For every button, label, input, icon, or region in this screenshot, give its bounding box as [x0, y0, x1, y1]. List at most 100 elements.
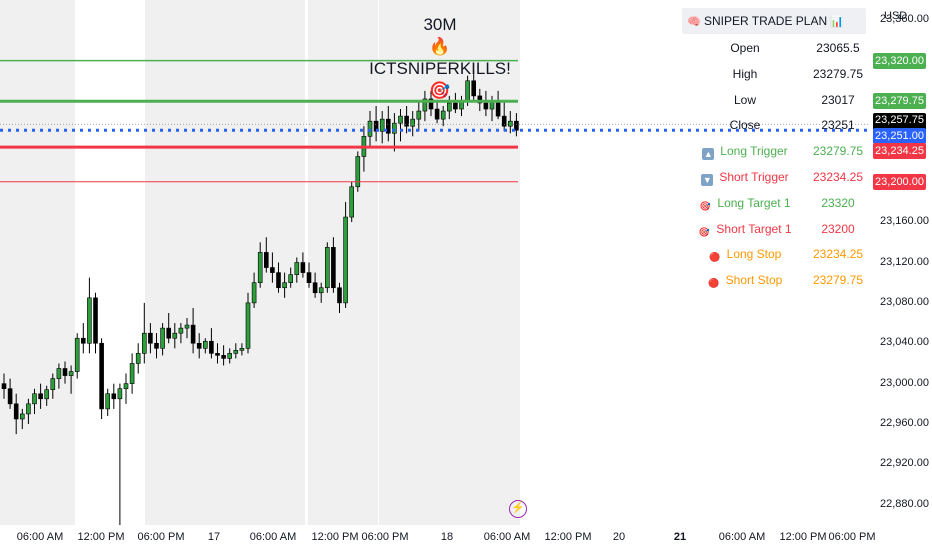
- time-tick-label: 17: [207, 531, 221, 543]
- candle[interactable]: [190, 307, 196, 354]
- candle-body: [74, 337, 80, 372]
- candle[interactable]: [422, 90, 428, 122]
- time-tick-label: 06:00 PM: [137, 531, 185, 543]
- candle[interactable]: [148, 323, 153, 354]
- down-box-icon: ▼: [701, 174, 714, 186]
- candle[interactable]: [398, 109, 403, 142]
- time-tick-label: 12:00 PM: [311, 531, 359, 543]
- candle[interactable]: [160, 323, 165, 356]
- candle[interactable]: [44, 385, 50, 406]
- candle[interactable]: [38, 383, 43, 409]
- candle[interactable]: [276, 262, 281, 293]
- candle[interactable]: [87, 277, 92, 354]
- candle[interactable]: [215, 343, 220, 364]
- candle[interactable]: [483, 90, 489, 117]
- candle[interactable]: [93, 292, 98, 354]
- candle[interactable]: [227, 348, 232, 364]
- candle[interactable]: [74, 333, 80, 379]
- candle[interactable]: [331, 237, 336, 293]
- candle[interactable]: [337, 282, 342, 313]
- candle[interactable]: [13, 393, 19, 435]
- candle[interactable]: [123, 373, 129, 404]
- candle[interactable]: [270, 252, 275, 283]
- candle[interactable]: [239, 343, 245, 356]
- candle[interactable]: [111, 383, 117, 409]
- candle[interactable]: [379, 111, 385, 144]
- candle[interactable]: [349, 181, 355, 223]
- candle[interactable]: [343, 201, 348, 308]
- candle[interactable]: [221, 345, 226, 366]
- candle[interactable]: [196, 333, 202, 359]
- candle[interactable]: [7, 378, 13, 409]
- candle[interactable]: [434, 100, 440, 124]
- candle[interactable]: [294, 257, 300, 283]
- candle-body: [233, 350, 239, 354]
- candle[interactable]: [203, 338, 208, 354]
- candle[interactable]: [410, 111, 416, 137]
- candle[interactable]: [263, 237, 269, 273]
- candle[interactable]: [62, 361, 68, 384]
- candle[interactable]: [99, 338, 104, 419]
- candle[interactable]: [355, 151, 361, 192]
- candle[interactable]: [166, 312, 171, 344]
- candle[interactable]: [507, 111, 513, 134]
- bar-chart-icon: 📊: [830, 15, 844, 28]
- candle[interactable]: [142, 302, 147, 364]
- candle[interactable]: [392, 113, 397, 152]
- candlestick-chart[interactable]: [0, 0, 870, 525]
- trade-plan-row: 🔴 Short Stop 23279.75: [682, 270, 866, 290]
- price-chart-plot[interactable]: 30M 🔥ICTSNIPERKILLS!🎯 ⚡: [0, 0, 870, 525]
- candle[interactable]: [453, 92, 458, 114]
- candle[interactable]: [514, 113, 519, 137]
- candle[interactable]: [501, 100, 507, 132]
- candle-body: [148, 332, 153, 344]
- candle[interactable]: [471, 70, 477, 101]
- currency-label[interactable]: USD: [884, 10, 908, 22]
- candle[interactable]: [19, 408, 25, 430]
- candle-body: [404, 115, 409, 127]
- candle[interactable]: [117, 383, 123, 525]
- trade-plan-row: High 23279.75: [682, 64, 866, 84]
- candle[interactable]: [184, 318, 190, 339]
- candle[interactable]: [306, 262, 312, 288]
- lightning-icon[interactable]: ⚡: [509, 500, 527, 518]
- candle[interactable]: [32, 388, 37, 414]
- candle[interactable]: [129, 353, 135, 394]
- candle[interactable]: [312, 272, 318, 298]
- candle[interactable]: [251, 272, 257, 308]
- price-tag-value: 23,200.00: [875, 175, 924, 188]
- candle[interactable]: [50, 373, 56, 399]
- candle[interactable]: [245, 292, 251, 354]
- candle[interactable]: [440, 106, 446, 127]
- candle[interactable]: [416, 100, 422, 132]
- timeframe-label: 30M: [423, 15, 457, 34]
- candle[interactable]: [56, 363, 62, 389]
- candle[interactable]: [233, 343, 239, 359]
- candle[interactable]: [1, 373, 7, 399]
- candle[interactable]: [428, 90, 434, 117]
- candle-body: [50, 378, 56, 391]
- candle[interactable]: [26, 398, 31, 425]
- candle[interactable]: [318, 282, 324, 303]
- candle[interactable]: [385, 106, 391, 142]
- candle[interactable]: [68, 365, 74, 394]
- candle-body: [154, 342, 159, 349]
- candle[interactable]: [105, 388, 110, 416]
- candle[interactable]: [404, 106, 409, 134]
- candle[interactable]: [178, 323, 184, 344]
- trade-plan-label: ▼ Short Trigger: [701, 170, 789, 186]
- candle[interactable]: [288, 267, 294, 288]
- candle[interactable]: [81, 323, 86, 354]
- candle[interactable]: [257, 242, 263, 288]
- candle[interactable]: [154, 333, 159, 359]
- candle[interactable]: [324, 242, 330, 293]
- candle[interactable]: [300, 252, 306, 278]
- trade-plan-value: 23200: [821, 221, 855, 236]
- candle-body: [105, 393, 110, 410]
- candle[interactable]: [367, 111, 373, 147]
- candle[interactable]: [282, 272, 287, 298]
- candle[interactable]: [172, 323, 178, 349]
- candle-body: [501, 115, 507, 127]
- candle[interactable]: [135, 343, 141, 374]
- candle[interactable]: [209, 328, 214, 359]
